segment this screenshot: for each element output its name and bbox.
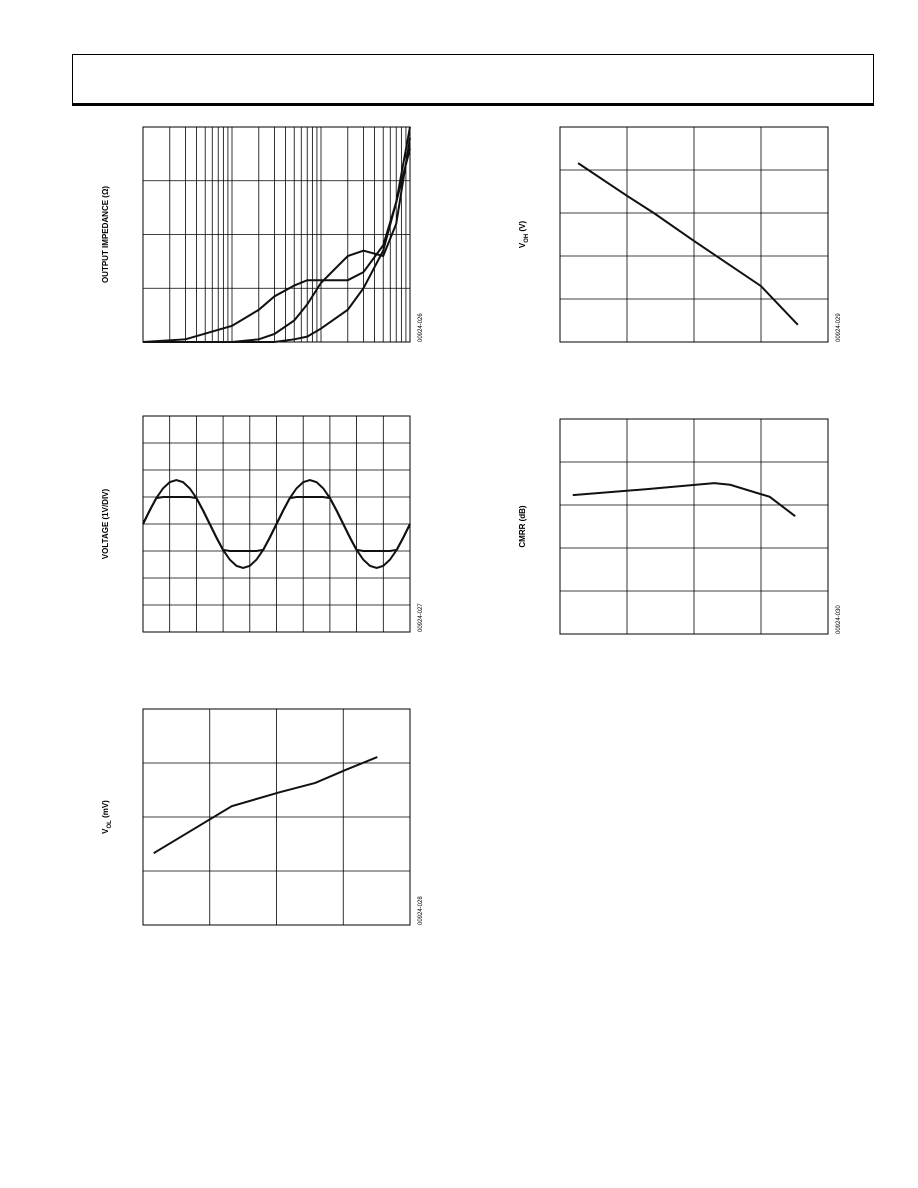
plot-frame: [559, 418, 829, 635]
y-axis-label: OUTPUT IMPEDANCE (Ω): [101, 186, 110, 283]
y-axis-label-part: V: [518, 242, 527, 248]
y-axis-label-part: OL: [107, 820, 113, 829]
figure-code: 00924-027: [418, 603, 424, 632]
y-axis-label-part: V: [101, 828, 110, 834]
plot-frame: [142, 708, 411, 926]
figure-code: 00924-030: [836, 605, 842, 634]
plot-frame: [559, 126, 829, 343]
y-axis-label-part: OH: [524, 234, 530, 243]
curve: [143, 137, 411, 343]
curve: [142, 126, 411, 343]
curve: [143, 148, 411, 343]
figure-code: 00924-029: [836, 313, 842, 342]
curve: [153, 756, 378, 855]
y-axis-label: CMRR (dB): [518, 505, 527, 548]
y-axis-label-part: (mV): [101, 800, 110, 820]
curve: [572, 482, 796, 517]
header-box: [72, 54, 874, 106]
curve: [142, 496, 411, 552]
figure-code: 00924-026: [418, 313, 424, 342]
figure-code: 00924-028: [418, 896, 424, 925]
y-axis-label: VOLTAGE (1V/DIV): [101, 488, 110, 559]
y-axis-label: VOH (V): [518, 221, 530, 249]
y-axis-label: VOL (mV): [101, 800, 113, 834]
curve: [577, 162, 799, 326]
y-axis-label-part: (V): [518, 221, 527, 234]
